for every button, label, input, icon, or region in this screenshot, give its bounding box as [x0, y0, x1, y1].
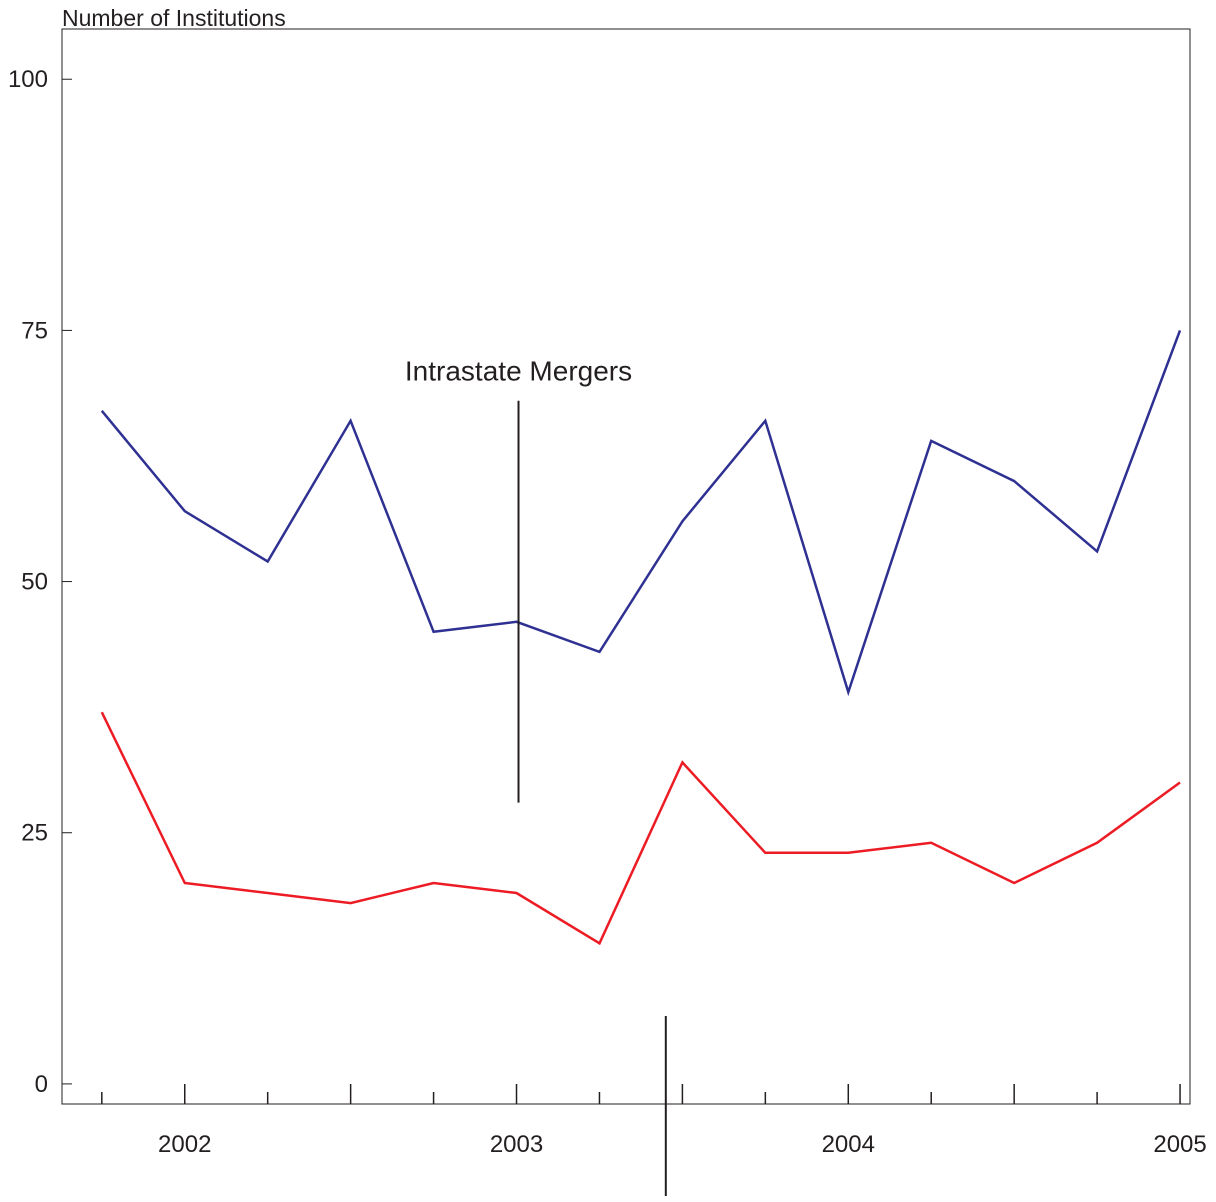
- annotation-label: Intrastate Mergers: [405, 356, 632, 387]
- y-tick-label: 0: [35, 1071, 48, 1098]
- annotation-layer: Intrastate Mergers: [405, 356, 667, 1196]
- series-layer: [100, 329, 1182, 946]
- y-tick-label: 25: [21, 820, 48, 847]
- x-tick-label: 2005: [1153, 1131, 1206, 1158]
- x-tick-label: 2004: [822, 1131, 875, 1158]
- series-line-1: [100, 329, 1182, 697]
- y-axis-title: Number of Institutions: [62, 5, 286, 31]
- y-axis-ticks: 0 25 50 75 100: [8, 66, 72, 1098]
- x-axis-ticks: 2002 2003 2004 2005: [101, 1084, 1207, 1158]
- y-tick-label: 50: [21, 569, 48, 596]
- y-tick-label: 75: [21, 317, 48, 344]
- y-tick-label: 100: [8, 66, 48, 93]
- plot-frame: [61, 28, 1191, 1105]
- series-line-2: [100, 711, 1181, 946]
- x-tick-label: 2003: [490, 1131, 543, 1158]
- x-tick-label: 2002: [158, 1131, 211, 1158]
